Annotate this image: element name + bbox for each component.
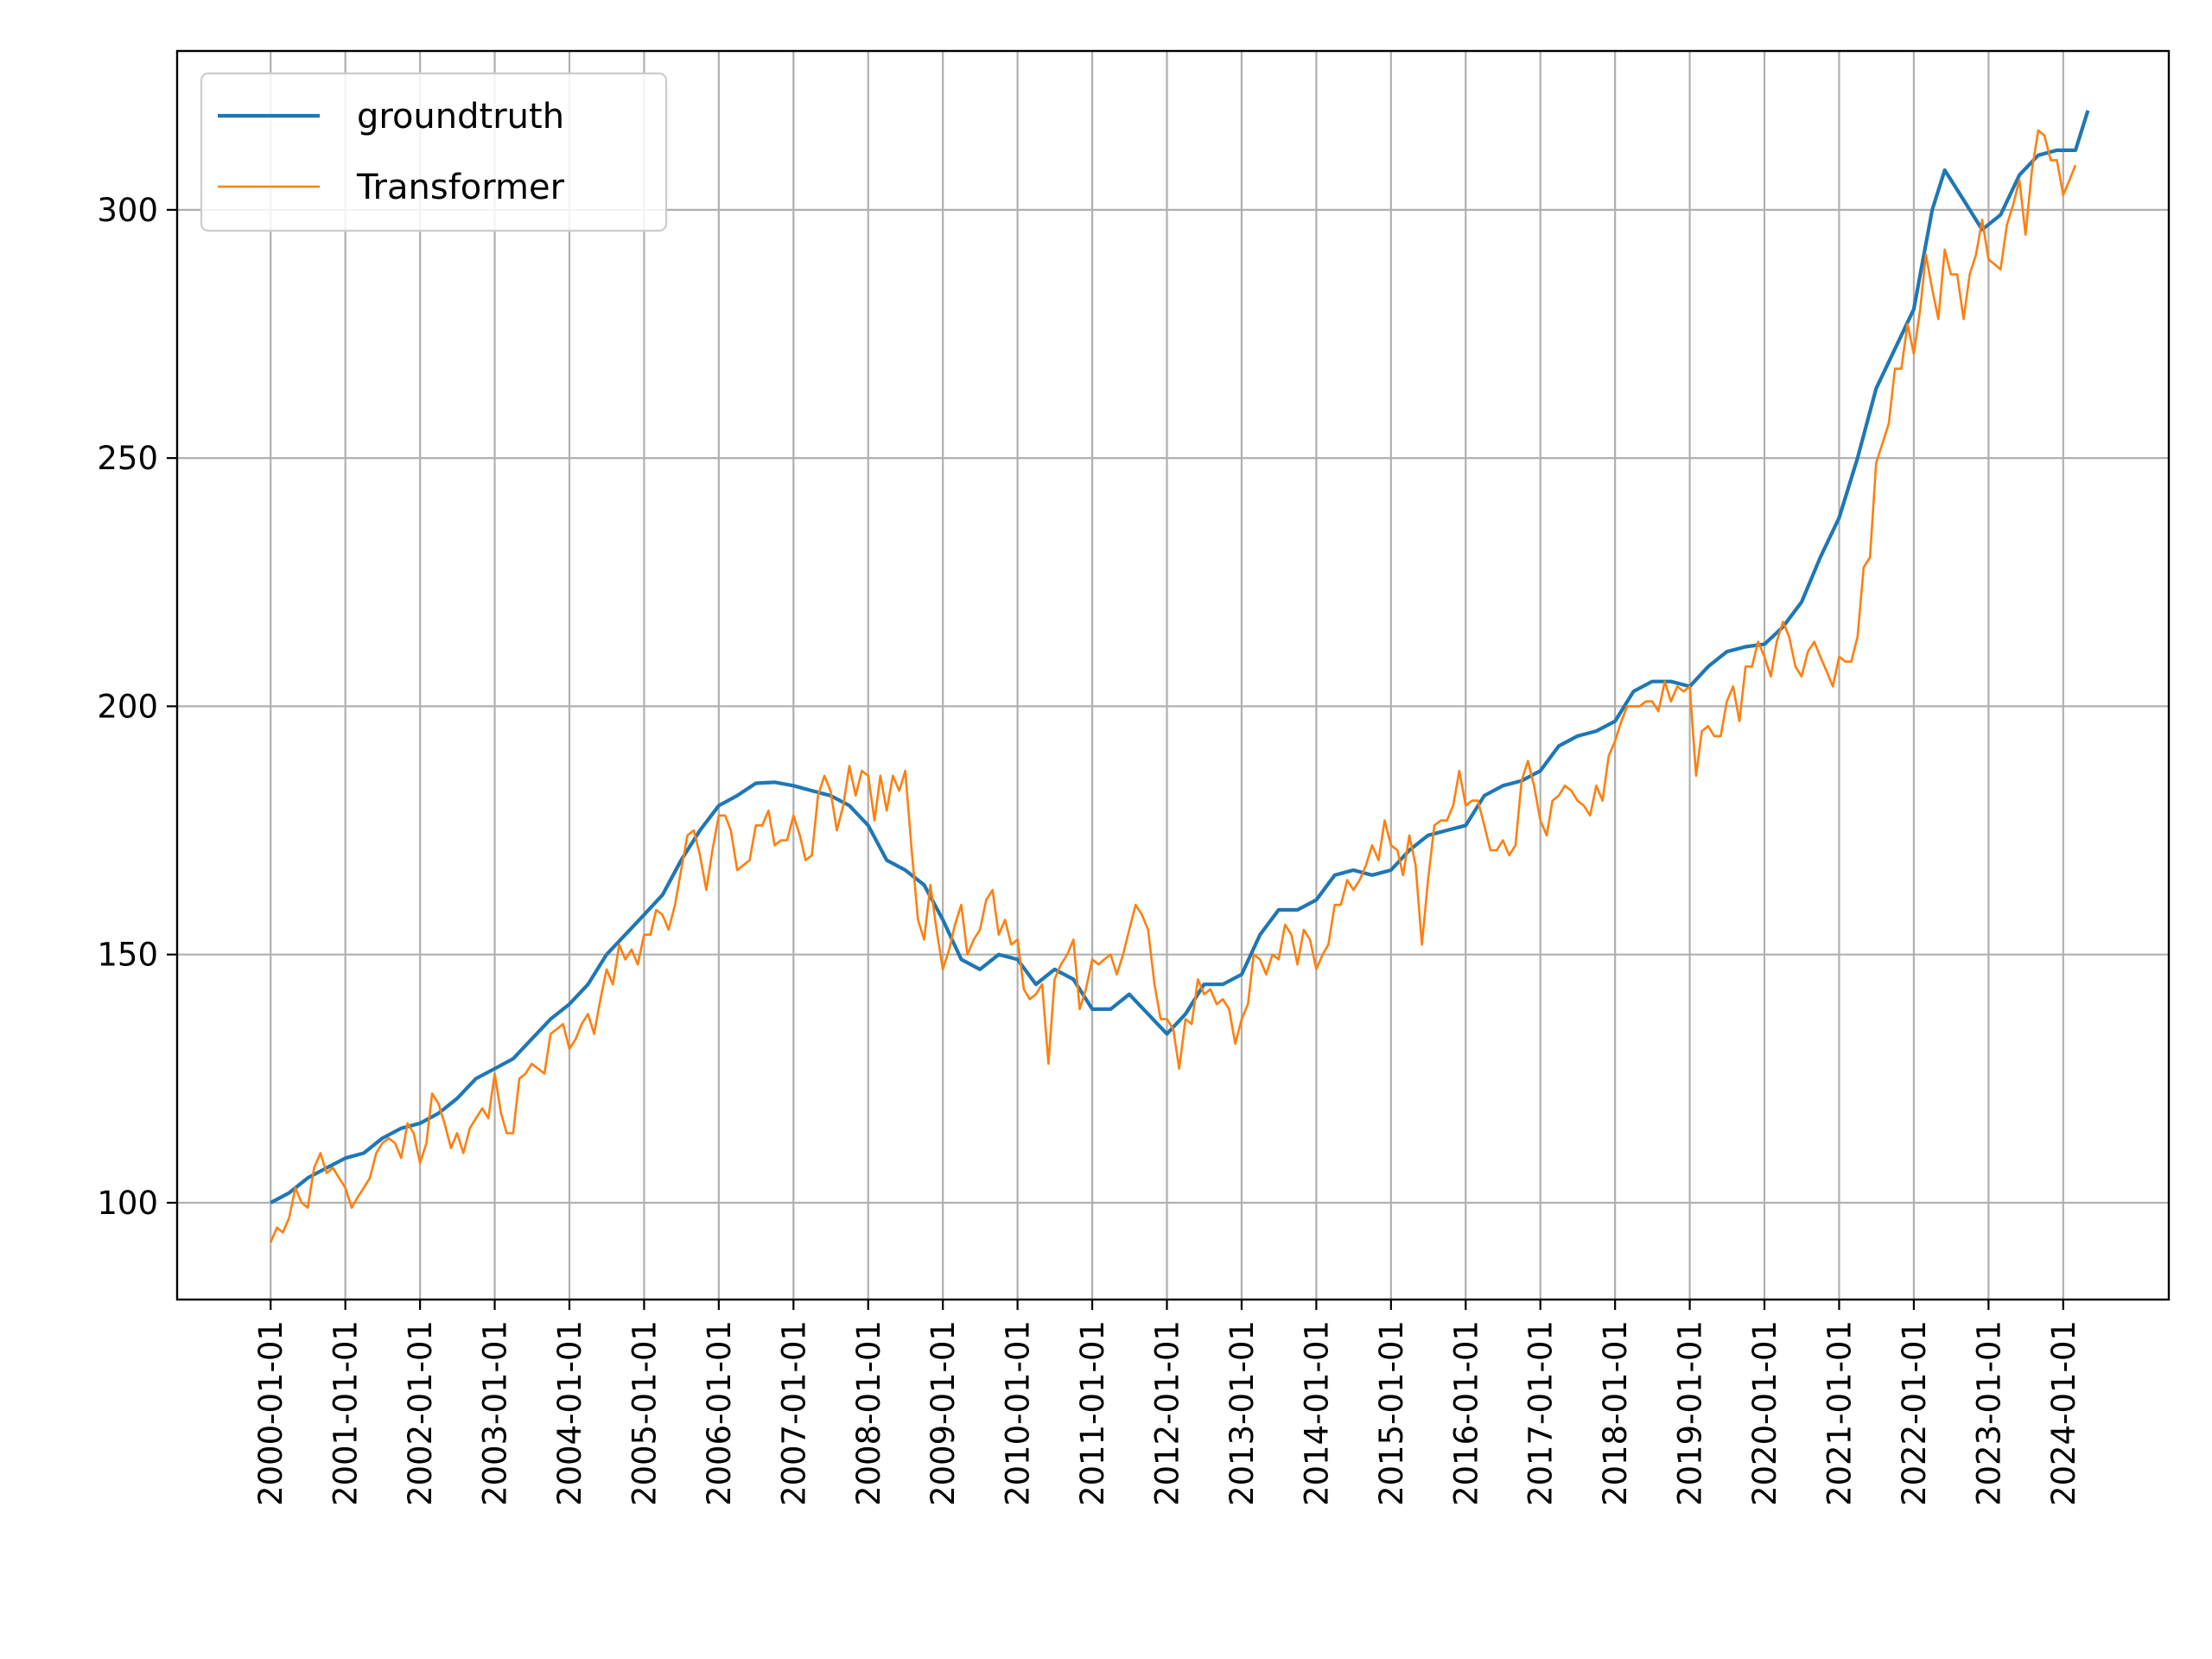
legend-box [200,72,668,232]
x-tick-label: 2015-01-01 [1373,1320,1410,1506]
x-tick-label: 2020-01-01 [1746,1320,1783,1506]
x-tick-label: 2002-01-01 [402,1320,439,1506]
legend-label: groundtruth [357,97,564,137]
x-tick-label: 2005-01-01 [626,1320,663,1506]
x-tick-label: 2022-01-01 [1896,1320,1933,1506]
plot-frame [175,49,2171,1301]
x-tick-label: 2000-01-01 [252,1320,289,1506]
x-tick-label: 2017-01-01 [1522,1320,1560,1506]
x-tick-label: 2016-01-01 [1447,1320,1484,1506]
x-tick-label: 2021-01-01 [1821,1320,1858,1506]
y-tick-label: 150 [97,937,158,974]
series-line-transformer [270,129,2077,1243]
x-tick-label: 2013-01-01 [1224,1320,1261,1506]
x-tick-label: 2018-01-01 [1597,1320,1634,1506]
series-line-groundtruth [270,110,2090,1205]
x-tick-label: 2010-01-01 [1000,1320,1037,1506]
y-axis: 100 150 200 250 300 [97,192,177,1222]
x-tick-label: 2024-01-01 [2045,1320,2082,1506]
series-group [270,110,2090,1243]
y-tick-label: 200 [97,688,158,725]
x-tick-label: 2007-01-01 [775,1320,812,1506]
x-tick-label: 2011-01-01 [1074,1320,1111,1506]
legend-label: Transformer [356,168,565,207]
grid [177,51,2169,1300]
x-tick-label: 2006-01-01 [701,1320,738,1506]
x-tick-label: 2009-01-01 [925,1320,962,1506]
y-tick-label: 300 [97,192,158,229]
y-tick-label: 100 [97,1185,158,1222]
legend: groundtruth Transformer [200,72,668,232]
x-tick-label: 2003-01-01 [477,1320,514,1506]
x-tick-label: 2019-01-01 [1672,1320,1709,1506]
x-tick-label: 2001-01-01 [327,1320,365,1506]
x-tick-label: 2012-01-01 [1149,1320,1186,1506]
x-tick-label: 2008-01-01 [850,1320,887,1506]
x-tick-label: 2004-01-01 [551,1320,588,1506]
x-axis: 2000-01-01 2001-01-01 2002-01-01 2003-01-01… [252,1300,2082,1506]
y-tick-label: 250 [97,440,158,477]
x-tick-label: 2023-01-01 [1970,1320,2007,1506]
x-tick-label: 2014-01-01 [1298,1320,1335,1506]
